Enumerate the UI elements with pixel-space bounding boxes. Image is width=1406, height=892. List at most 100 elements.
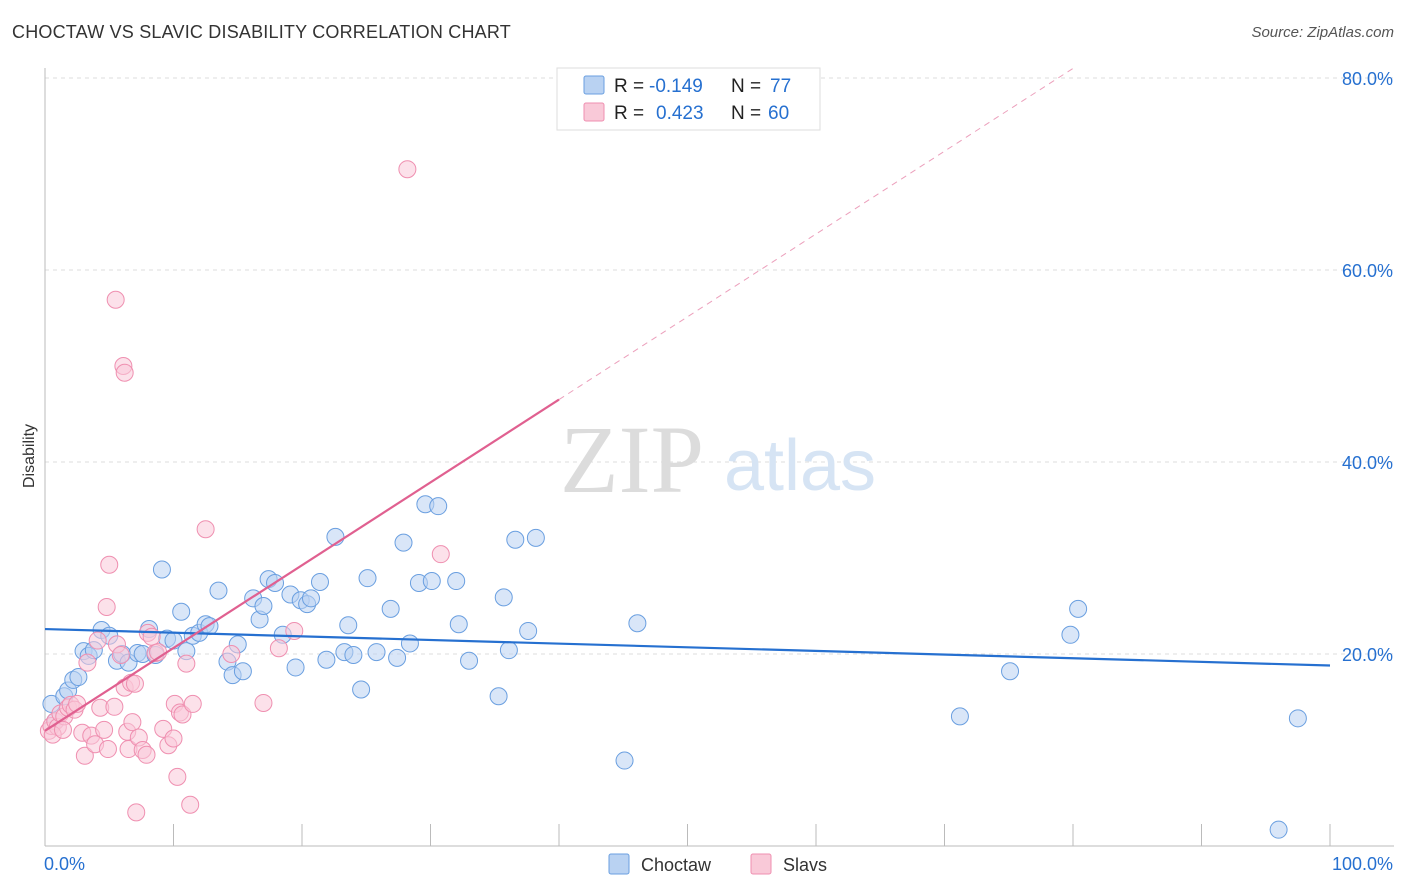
- legend-label-choctaw[interactable]: Choctaw: [641, 855, 712, 875]
- data-point-choctaw: [526, 528, 545, 547]
- data-point-slavs: [75, 746, 94, 765]
- x-tick-label: 0.0%: [44, 854, 85, 874]
- data-point-slavs: [222, 645, 241, 663]
- data-point-choctaw: [209, 581, 228, 600]
- data-point-choctaw: [519, 621, 538, 640]
- trend-line-extension-slavs: [558, 67, 1074, 401]
- data-point-choctaw: [69, 668, 88, 687]
- data-point-choctaw: [344, 645, 363, 664]
- data-point-slavs: [181, 795, 200, 814]
- data-point-slavs: [183, 694, 202, 713]
- data-point-choctaw: [460, 651, 479, 670]
- data-point-choctaw: [233, 662, 252, 681]
- data-point-choctaw: [388, 648, 407, 667]
- data-point-choctaw: [1001, 662, 1020, 681]
- data-point-choctaw: [499, 641, 518, 660]
- data-point-slavs: [78, 653, 97, 672]
- data-point-choctaw: [394, 533, 413, 552]
- data-point-slavs: [115, 363, 134, 382]
- stats-r-label-choctaw: R =: [614, 76, 644, 97]
- data-point-choctaw: [317, 650, 336, 669]
- data-point-slavs: [137, 745, 156, 764]
- stats-n-value-choctaw: 77: [770, 76, 791, 97]
- y-tick-label: 60.0%: [1342, 261, 1393, 281]
- data-point-choctaw: [358, 569, 377, 588]
- data-point-choctaw: [310, 573, 329, 591]
- data-point-choctaw: [489, 687, 508, 706]
- data-point-choctaw: [1061, 625, 1080, 644]
- series-legend: Choctaw Slavs: [608, 853, 827, 875]
- trend-line-choctaw: [44, 627, 1331, 667]
- stats-legend-swatch-choctaw: [583, 75, 605, 95]
- data-point-slavs: [125, 674, 144, 693]
- stats-legend-swatch-slavs: [583, 102, 605, 122]
- legend-swatch-slavs[interactable]: [750, 853, 772, 875]
- data-point-choctaw: [254, 597, 273, 615]
- y-tick-label: 20.0%: [1342, 645, 1393, 665]
- data-point-choctaw: [449, 615, 468, 634]
- data-point-slavs: [254, 693, 273, 712]
- stats-legend: R = -0.149 N = 77 R = 0.423 N = 60: [556, 67, 821, 131]
- data-point-slavs: [177, 654, 196, 673]
- data-point-choctaw: [172, 602, 191, 621]
- data-point-slavs: [164, 729, 183, 748]
- stats-r-value-choctaw: -0.149: [649, 76, 703, 97]
- y-tick-label: 80.0%: [1342, 69, 1393, 89]
- stats-n-label-choctaw: N =: [731, 76, 761, 97]
- data-point-choctaw: [950, 707, 969, 726]
- data-point-slavs: [105, 697, 124, 716]
- data-point-choctaw: [422, 572, 441, 591]
- data-point-choctaw: [1269, 820, 1288, 839]
- chart-title: CHOCTAW VS SLAVIC DISABILITY CORRELATION…: [12, 22, 511, 42]
- tick-labels: 20.0% 40.0% 60.0% 80.0% 0.0% 100.0%: [44, 69, 1393, 874]
- data-point-slavs: [111, 645, 130, 664]
- data-point-choctaw: [400, 634, 419, 653]
- data-point-slavs: [142, 627, 161, 646]
- data-point-slavs: [97, 597, 116, 616]
- data-point-slavs: [98, 740, 117, 759]
- data-point-choctaw: [352, 680, 371, 699]
- data-point-choctaw: [429, 497, 448, 516]
- data-point-slavs: [100, 555, 119, 574]
- data-point-slavs: [106, 290, 125, 309]
- data-point-choctaw: [1288, 709, 1307, 728]
- data-point-choctaw: [367, 643, 386, 662]
- data-point-slavs: [127, 803, 146, 822]
- data-point-choctaw: [506, 530, 525, 549]
- watermark: ZIP atlas: [560, 406, 876, 513]
- x-tick-label: 100.0%: [1332, 854, 1393, 874]
- legend-label-slavs[interactable]: Slavs: [783, 855, 827, 875]
- data-point-slavs: [123, 713, 142, 732]
- stats-r-value-slavs: 0.423: [656, 103, 704, 124]
- watermark-atlas: atlas: [724, 426, 876, 506]
- data-point-choctaw: [1069, 599, 1088, 618]
- data-point-choctaw: [494, 588, 513, 607]
- stats-n-value-slavs: 60: [768, 103, 789, 124]
- y-tick-label: 40.0%: [1342, 453, 1393, 473]
- data-point-choctaw: [615, 751, 634, 770]
- source-label: Source: ZipAtlas.com: [1251, 24, 1394, 41]
- legend-swatch-choctaw[interactable]: [608, 853, 630, 875]
- stats-r-label-slavs: R =: [614, 103, 644, 124]
- y-axis-label: Disability: [21, 424, 38, 488]
- data-point-slavs: [168, 767, 187, 786]
- data-point-choctaw: [152, 560, 171, 579]
- data-point-slavs: [196, 520, 215, 539]
- data-point-slavs: [269, 639, 288, 658]
- data-point-slavs: [53, 720, 72, 739]
- data-point-choctaw: [628, 614, 647, 633]
- gridlines: [45, 77, 1394, 655]
- data-point-slavs: [431, 545, 450, 564]
- axes: [44, 68, 1394, 847]
- trend-line-slavs: [44, 398, 560, 732]
- data-point-choctaw: [286, 658, 305, 677]
- stats-n-label-slavs: N =: [731, 103, 761, 124]
- data-point-slavs: [95, 720, 114, 739]
- data-point-slavs: [398, 160, 417, 179]
- watermark-zip: ZIP: [560, 406, 704, 513]
- data-point-slavs: [88, 631, 107, 650]
- data-point-choctaw: [447, 572, 466, 591]
- data-point-choctaw: [381, 599, 400, 618]
- data-point-choctaw: [339, 616, 358, 635]
